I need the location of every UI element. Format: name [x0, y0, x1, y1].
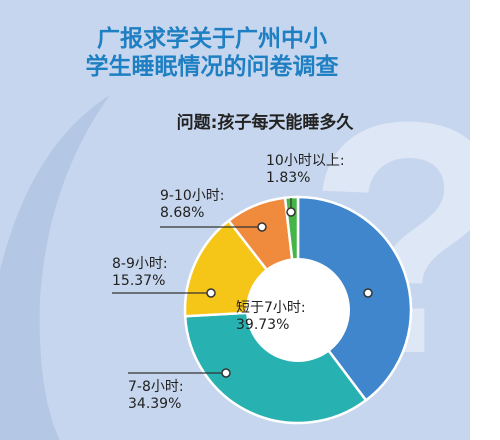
leader-lines	[112, 198, 373, 378]
leader-dot	[257, 222, 267, 232]
leader-dot	[363, 288, 373, 298]
background-swirl	[0, 95, 110, 440]
slice-labels: 短于7小时:39.73% 7-8小时:34.39% 8-9小时:15.37% 9-10…	[112, 153, 345, 412]
headline-line-2: 学生睡眠情况的问卷调查	[86, 53, 339, 80]
slice-category-label: 短于7小时:	[236, 300, 306, 316]
slice-value-label: 15.37%	[112, 273, 165, 289]
leader-dot	[221, 368, 231, 378]
slice-category-label: 8-9小时:	[112, 256, 168, 272]
donut-hole	[246, 258, 350, 362]
slice-value-label: 34.39%	[128, 396, 181, 412]
slice-category-label: 10小时以上:	[266, 153, 345, 169]
slice-value-label: 39.73%	[236, 317, 289, 333]
headline-line-1: 广报求学关于广州中小	[97, 25, 327, 52]
slice-value-label: 1.83%	[266, 170, 310, 186]
slice-category-label: 7-8小时:	[128, 379, 184, 395]
leader-dot	[206, 288, 216, 298]
slice-value-label: 8.68%	[160, 205, 204, 221]
leader-dot	[286, 207, 296, 217]
slice-34-39-wedge	[183, 308, 368, 425]
slice-category-label: 9-10小时:	[160, 188, 225, 204]
slice-39-73-wedge	[296, 195, 413, 403]
chart-title: 问题:孩子每天能睡多久	[177, 112, 354, 133]
